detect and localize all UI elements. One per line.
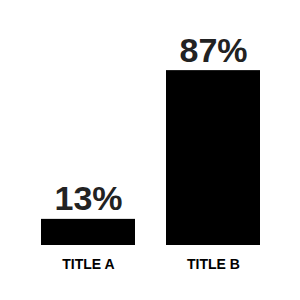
svg-text:13%: 13% bbox=[54, 179, 122, 217]
svg-text:TITLE A: TITLE A bbox=[62, 256, 114, 272]
svg-text:87%: 87% bbox=[179, 31, 247, 69]
svg-text:TITLE B: TITLE B bbox=[187, 256, 240, 272]
